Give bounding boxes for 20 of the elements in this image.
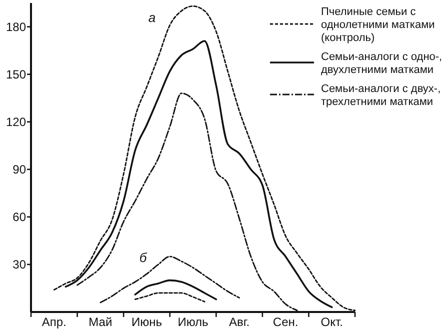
y-tick-label: 150 — [6, 68, 26, 82]
x-tick-label: Апр. — [42, 315, 66, 329]
legend-label: Пчелиные семьи с однолетними матками (контроль) — [321, 6, 435, 44]
x-tick-label: Окт. — [320, 315, 343, 329]
y-tick-label: 120 — [6, 115, 26, 130]
y-tick-label: 60 — [12, 210, 26, 224]
x-tick-label: Май — [88, 315, 112, 329]
legend-label: Семьи-аналоги с двух-, трехлетними матками — [321, 83, 441, 108]
legend-label: Семьи-аналоги с одно-, двухлетними матками — [321, 51, 442, 76]
x-tick-label: Июнь — [131, 315, 162, 329]
annotation: а — [148, 10, 156, 25]
x-tick-label: Сен. — [272, 315, 298, 329]
line-series — [134, 292, 206, 302]
line-series — [134, 279, 218, 300]
y-tick-label: 180 — [6, 20, 26, 34]
x-tick-label: Авг. — [228, 315, 250, 329]
annotation: б — [139, 250, 148, 265]
x-tick-label: Июль — [178, 315, 208, 329]
y-tick-label: 30 — [12, 258, 26, 272]
y-tick-label: 90 — [12, 162, 26, 177]
